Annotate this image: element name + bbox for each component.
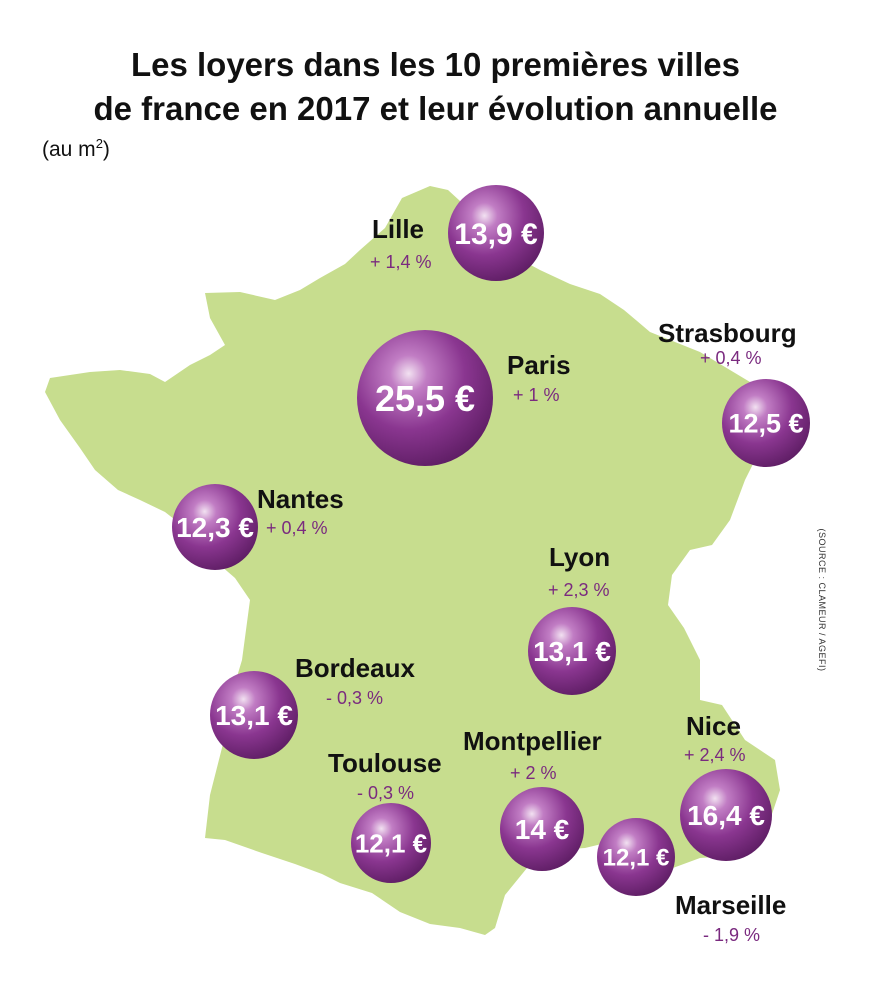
bubble-marseille: 12,1 € [597, 818, 675, 896]
bubble-lyon: 13,1 € [528, 607, 616, 695]
bubble-toulouse: 12,1 € [351, 803, 431, 883]
rent-value-montpellier: 14 € [515, 814, 570, 845]
annual-change-montpellier: + 2 % [510, 763, 557, 783]
rent-value-lille: 13,9 € [454, 218, 538, 251]
bubble-paris: 25,5 € [357, 330, 493, 466]
annual-change-paris: + 1 % [513, 385, 560, 405]
annual-change-marseille: - 1,9 % [703, 925, 761, 945]
bubble-nantes: 12,3 € [172, 484, 258, 570]
city-name-nice: Nice [686, 711, 741, 741]
city-name-nantes: Nantes [257, 484, 344, 514]
rent-bubble-marseille [597, 818, 675, 896]
city-name-lille: Lille [372, 214, 425, 244]
annual-change-strasbourg: + 0,4 % [700, 348, 762, 368]
rent-bubble-montpellier [500, 787, 584, 871]
bubble-bordeaux: 13,1 € [210, 671, 298, 759]
rent-bubble-lyon [528, 607, 616, 695]
source-note: (SOURCE : CLAMEUR / AGEFI) [817, 528, 827, 672]
annual-change-nantes: + 0,4 % [266, 518, 328, 538]
city-name-toulouse: Toulouse [328, 748, 442, 778]
city-name-bordeaux: Bordeaux [295, 653, 415, 683]
rent-value-marseille: 12,1 € [603, 845, 670, 872]
rent-value-lyon: 13,1 € [533, 636, 611, 667]
rent-value-bordeaux: 13,1 € [215, 700, 293, 731]
city-name-strasbourg: Strasbourg [658, 318, 797, 348]
rent-bubble-toulouse [351, 803, 431, 883]
bubble-strasbourg: 12,5 € [722, 379, 810, 467]
rent-value-paris: 25,5 € [375, 378, 475, 419]
bubble-lille: 13,9 € [448, 185, 544, 281]
map-title-line-2: de france en 2017 et leur évolution annu… [93, 90, 778, 127]
rent-value-toulouse: 12,1 € [355, 828, 427, 858]
annual-change-lyon: + 2,3 % [548, 580, 610, 600]
city-name-paris: Paris [507, 350, 571, 380]
rent-bubble-paris [357, 330, 493, 466]
annual-change-bordeaux: - 0,3 % [326, 688, 384, 708]
rent-bubble-strasbourg [722, 379, 810, 467]
rent-bubble-bordeaux [210, 671, 298, 759]
rent-value-strasbourg: 12,5 € [728, 409, 803, 439]
annual-change-lille: + 1,4 % [370, 252, 432, 272]
city-name-lyon: Lyon [549, 542, 611, 572]
city-name-marseille: Marseille [675, 890, 787, 920]
annual-change-toulouse: - 0,3 % [357, 783, 415, 803]
map-title-line-1: Les loyers dans les 10 premières villes [130, 46, 741, 83]
rent-value-nantes: 12,3 € [176, 512, 254, 543]
bubble-nice: 16,4 € [680, 769, 772, 861]
annual-change-nice: + 2,4 % [684, 745, 746, 765]
rent-bubble-nantes [172, 484, 258, 570]
city-name-montpellier: Montpellier [463, 726, 602, 756]
bubble-montpellier: 14 € [500, 787, 584, 871]
unit-subtitle: (au m2) [42, 136, 110, 161]
rent-bubble-nice [680, 769, 772, 861]
rent-value-nice: 16,4 € [687, 800, 765, 831]
rent-bubble-lille [448, 185, 544, 281]
